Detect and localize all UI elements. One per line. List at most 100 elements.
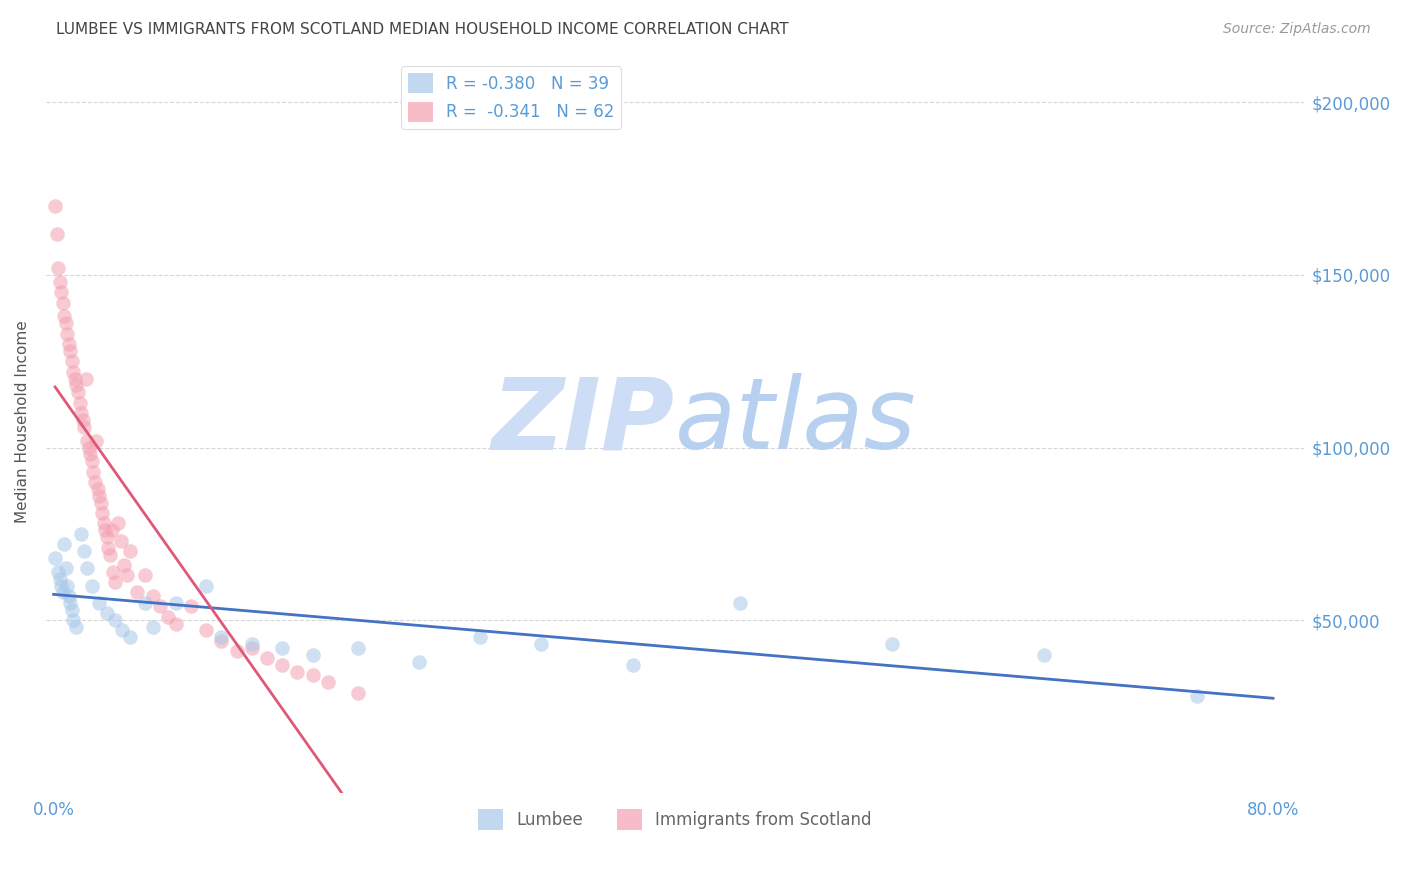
- Point: [240, 640, 263, 655]
- Point: [94, 524, 117, 538]
- Text: LUMBEE VS IMMIGRANTS FROM SCOTLAND MEDIAN HOUSEHOLD INCOME CORRELATION CHART: LUMBEE VS IMMIGRANTS FROM SCOTLAND MEDIA…: [56, 22, 789, 37]
- Point: [65, 620, 87, 634]
- Point: [156, 609, 179, 624]
- Point: [115, 568, 138, 582]
- Text: Source: ZipAtlas.com: Source: ZipAtlas.com: [1223, 22, 1371, 37]
- Point: [80, 578, 103, 592]
- Point: [66, 385, 89, 400]
- Point: [100, 524, 122, 538]
- Point: [101, 565, 124, 579]
- Point: [75, 371, 97, 385]
- Point: [77, 441, 100, 455]
- Point: [110, 533, 132, 548]
- Point: [142, 620, 165, 634]
- Point: [301, 648, 323, 662]
- Point: [225, 644, 247, 658]
- Point: [89, 596, 111, 610]
- Point: [60, 603, 83, 617]
- Point: [89, 489, 111, 503]
- Point: [347, 640, 370, 655]
- Point: [209, 631, 232, 645]
- Point: [56, 326, 79, 341]
- Point: [52, 295, 75, 310]
- Point: [103, 575, 125, 590]
- Y-axis label: Median Household Income: Median Household Income: [15, 320, 30, 523]
- Point: [90, 496, 112, 510]
- Text: ZIP: ZIP: [492, 373, 675, 470]
- Point: [45, 227, 67, 241]
- Point: [73, 544, 96, 558]
- Point: [256, 651, 278, 665]
- Point: [142, 589, 165, 603]
- Point: [97, 541, 120, 555]
- Point: [62, 613, 84, 627]
- Point: [58, 589, 80, 603]
- Point: [76, 434, 98, 448]
- Point: [209, 633, 232, 648]
- Point: [60, 354, 83, 368]
- Point: [65, 378, 87, 392]
- Point: [79, 447, 101, 461]
- Point: [112, 558, 135, 572]
- Point: [83, 475, 105, 489]
- Point: [107, 516, 129, 531]
- Point: [316, 675, 339, 690]
- Point: [118, 544, 141, 558]
- Point: [195, 578, 218, 592]
- Point: [76, 561, 98, 575]
- Point: [1033, 648, 1056, 662]
- Point: [621, 657, 644, 672]
- Point: [58, 337, 80, 351]
- Point: [70, 526, 93, 541]
- Point: [149, 599, 172, 614]
- Point: [1185, 689, 1208, 703]
- Point: [80, 454, 103, 468]
- Point: [46, 261, 69, 276]
- Point: [59, 343, 82, 358]
- Point: [84, 434, 107, 448]
- Point: [165, 616, 187, 631]
- Point: [91, 506, 114, 520]
- Point: [55, 561, 77, 575]
- Point: [470, 631, 492, 645]
- Point: [530, 637, 553, 651]
- Point: [44, 199, 66, 213]
- Point: [73, 420, 96, 434]
- Point: [46, 565, 69, 579]
- Point: [63, 371, 86, 385]
- Point: [111, 624, 134, 638]
- Point: [408, 655, 430, 669]
- Point: [48, 275, 70, 289]
- Point: [59, 596, 82, 610]
- Point: [118, 631, 141, 645]
- Point: [82, 465, 104, 479]
- Point: [48, 572, 70, 586]
- Point: [44, 551, 66, 566]
- Point: [165, 596, 187, 610]
- Point: [87, 482, 110, 496]
- Legend: Lumbee, Immigrants from Scotland: Lumbee, Immigrants from Scotland: [471, 803, 879, 837]
- Point: [240, 637, 263, 651]
- Point: [55, 316, 77, 330]
- Point: [53, 537, 76, 551]
- Point: [287, 665, 309, 679]
- Point: [103, 613, 125, 627]
- Point: [93, 516, 115, 531]
- Point: [52, 585, 75, 599]
- Point: [127, 585, 149, 599]
- Point: [180, 599, 202, 614]
- Point: [62, 365, 84, 379]
- Point: [301, 668, 323, 682]
- Point: [56, 578, 79, 592]
- Point: [271, 657, 294, 672]
- Point: [728, 596, 751, 610]
- Point: [53, 310, 76, 324]
- Point: [72, 413, 94, 427]
- Point: [347, 685, 370, 699]
- Point: [96, 606, 118, 620]
- Point: [134, 568, 156, 582]
- Point: [70, 406, 93, 420]
- Point: [880, 637, 903, 651]
- Point: [96, 530, 118, 544]
- Point: [134, 596, 156, 610]
